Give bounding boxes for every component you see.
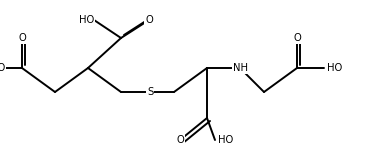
Text: HO: HO — [218, 135, 233, 145]
Text: O: O — [18, 33, 26, 43]
Text: O: O — [176, 135, 184, 145]
Text: HO: HO — [327, 63, 342, 73]
Text: NH: NH — [233, 63, 248, 73]
Text: HO: HO — [79, 15, 94, 25]
Text: O: O — [293, 33, 301, 43]
Text: HO: HO — [0, 63, 5, 73]
Text: O: O — [145, 15, 153, 25]
Text: S: S — [147, 87, 153, 97]
